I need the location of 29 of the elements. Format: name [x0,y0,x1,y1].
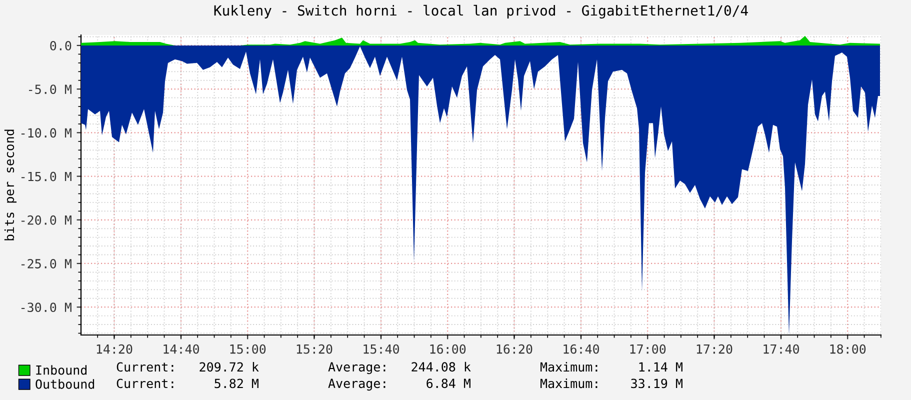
y-tick-label: -5.0 M [28,84,72,94]
y-tick-label: -30.0 M [21,302,72,312]
x-tick-label: 18:00 [830,344,866,354]
text: Average: 244.08 k [328,362,471,374]
text: Maximum: 33.19 M [540,378,682,388]
x-tick-label: 17:40 [764,344,800,354]
text: Average: 6.84 M [328,378,470,391]
x-tick-label: 17:20 [696,344,732,354]
text: Maximum: 1.14 M [540,362,682,372]
y-tick-label: -15.0 M [21,172,72,182]
y-tick-label: 0.0 [50,40,72,50]
text: Current: 209.72 k [116,362,259,372]
x-tick-label: 15:20 [296,344,332,354]
x-tick-label: 17:00 [630,344,666,354]
y-tick-label: -20.0 M [21,215,72,225]
x-tick-label: 16:40 [564,344,600,354]
x-tick-label: 16:20 [496,344,532,354]
legend-label: Inbound [36,365,87,375]
y-tick-label: -25.0 M [21,258,72,268]
text: Current: 5.82 M [116,378,258,388]
x-tick-label: 14:40 [164,344,200,354]
y-tick-label: -10.0 M [21,128,72,138]
legend-label: Outbound [36,379,94,389]
chart-title: Kukleny - Switch horni - local lan privod - GigabitEthernet1/0/4 [214,4,748,19]
x-tick-label: 16:00 [430,344,466,354]
y-axis-title: bits per second [4,130,17,240]
x-tick-label: 15:40 [364,344,400,354]
x-tick-label: 15:00 [230,344,266,354]
x-tick-label: 14:20 [96,344,132,354]
